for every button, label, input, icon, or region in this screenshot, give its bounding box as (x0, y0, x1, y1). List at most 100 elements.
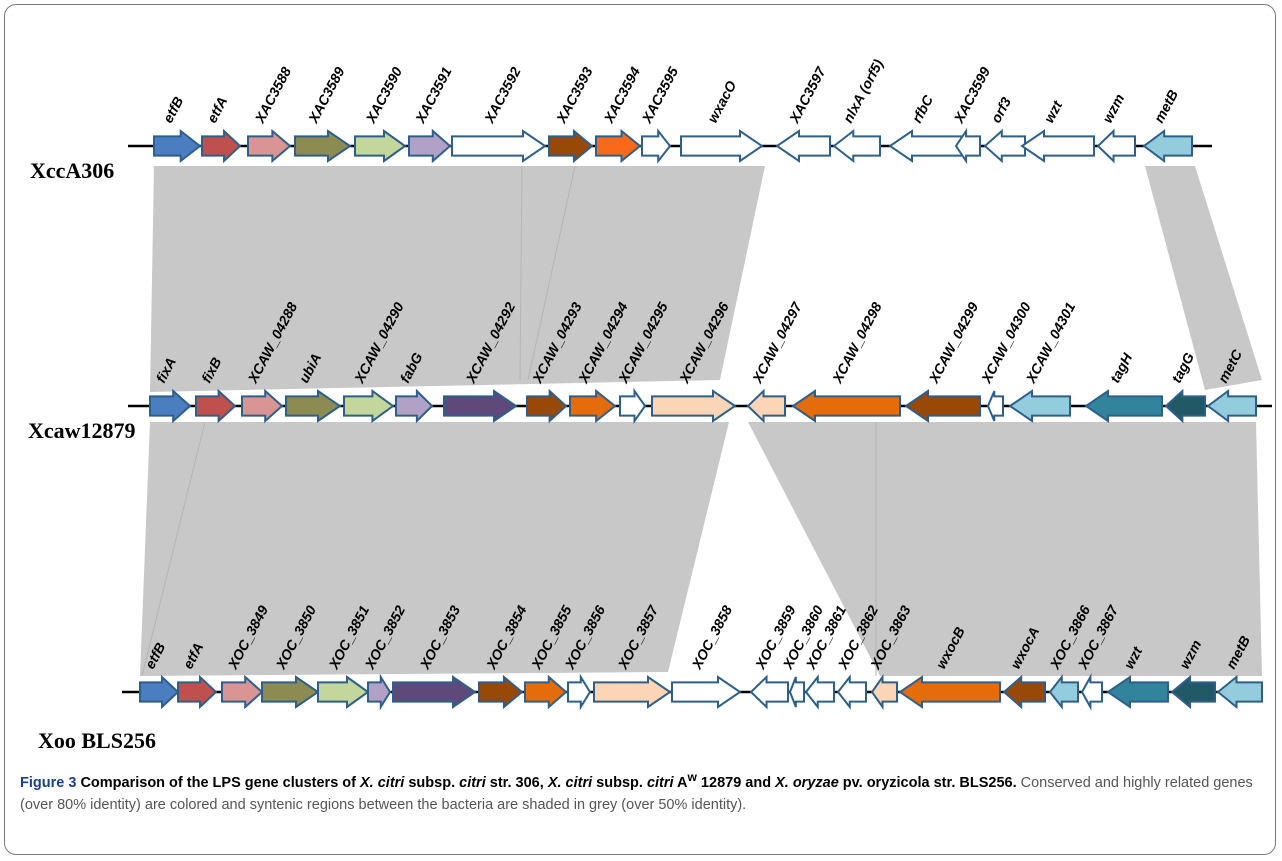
gene-arrow (1002, 674, 1046, 710)
gene-arrow (593, 675, 672, 709)
track: XccA306 etfB etfA XAC3588 XAC3589 XAC3590 XAC3… (30, 56, 1212, 183)
gene-arrow (317, 675, 370, 709)
gene-label: etfB (160, 94, 187, 126)
gene-arrow (408, 128, 452, 164)
gene-arrow (149, 388, 192, 424)
gene-arrow (526, 388, 568, 424)
gene-arrow (139, 674, 180, 710)
gene-label: XAC3590 (362, 64, 405, 126)
gene-arrow (986, 390, 1004, 422)
gene-arrow (983, 128, 1026, 164)
gene-arrow (395, 388, 434, 424)
gene-arrow (285, 389, 342, 423)
gene-arrow (443, 389, 518, 423)
gene-label: XCAW_04299 (925, 299, 981, 386)
caption-title-part: subsp. (404, 774, 460, 791)
gene-arrow (1048, 674, 1079, 710)
synteny-divider (519, 165, 523, 381)
gene-label: XAC3595 (638, 64, 681, 126)
gene-arrow (1164, 388, 1206, 424)
gene-arrow (177, 674, 218, 710)
gene-arrow (343, 389, 395, 423)
gene-arrow (619, 387, 647, 425)
gene-label: XCAW_04298 (829, 299, 885, 386)
gene-arrow (788, 676, 805, 708)
gene-arrow (1020, 129, 1095, 163)
gene-arrow (478, 674, 524, 710)
figure-label: Figure 3 (20, 774, 77, 791)
gene-arrow (294, 129, 352, 163)
gene-arrow (524, 674, 568, 710)
caption-title-part: pv. oryzicola str. BLS256. (838, 774, 1017, 791)
gene-arrow (832, 128, 881, 164)
gene-label: wxacO (704, 78, 739, 125)
strain-label: Xoo BLS256 (38, 728, 156, 753)
gene-arrow (1206, 389, 1257, 423)
gene-label: rfbC (909, 92, 937, 126)
strain-label: XccA306 (30, 158, 114, 183)
gene-label: XOC_3858 (688, 603, 735, 673)
gene-label: XAC3597 (786, 63, 830, 126)
gene-arrow (749, 674, 789, 710)
caption-title-part: subsp. (592, 774, 647, 791)
gene-arrow (1080, 673, 1103, 711)
caption-title-part: 12879 and (696, 774, 776, 791)
gene-arrow (1142, 129, 1193, 163)
caption-title-part: X. citri (547, 774, 593, 791)
gene-arrow (1106, 675, 1169, 709)
strain-label: Xcaw12879 (28, 418, 136, 443)
gene-arrow (671, 675, 742, 709)
caption-title-part: citri (646, 774, 674, 791)
gene-arrow (451, 129, 547, 163)
gene-arrow (201, 128, 242, 164)
gene-arrow (775, 129, 831, 163)
gene-arrow (641, 128, 672, 164)
gene-label: tagH (1107, 350, 1136, 386)
gene-cluster-diagram: XccA306 etfB etfA XAC3588 XAC3589 XAC3590 XAC3… (28, 56, 1272, 753)
gene-arrow (904, 389, 981, 423)
caption-title-part: w (687, 770, 697, 784)
gene-label: XAC3589 (305, 64, 348, 126)
gene-arrow (392, 675, 477, 709)
gene-label: XAC3588 (251, 64, 294, 126)
caption-title-part: str. 306, (485, 774, 548, 791)
gene-arrow (153, 128, 202, 164)
caption-body: Conserved and highly related genes (over… (20, 774, 1253, 813)
gene-arrow (651, 389, 737, 423)
gene-arrow (247, 128, 292, 164)
gene-label: XAC3593 (553, 64, 596, 126)
gene-arrow (836, 674, 867, 710)
gene-arrow (898, 675, 1001, 709)
caption-title-part: citri (459, 774, 486, 791)
gene-label: tagG (1168, 350, 1197, 386)
gene-label: XAC3592 (481, 64, 524, 126)
caption-title-part: Comparison of the LPS gene clusters of (80, 774, 361, 791)
gene-label: orf3 (988, 94, 1015, 125)
gene-arrow (221, 674, 264, 710)
gene-arrow (354, 129, 407, 163)
gene-label: XAC3599 (950, 64, 993, 126)
gene-arrow (548, 128, 594, 164)
figure-frame (4, 4, 1276, 855)
gene-arrow (241, 388, 284, 424)
synteny-divider (141, 421, 206, 677)
gene-arrow (367, 673, 392, 711)
gene-label: metB (1151, 87, 1182, 125)
gene-arrow (567, 673, 592, 711)
caption-title: Comparison of the LPS gene clusters of X… (80, 770, 1017, 791)
gene-arrow (1170, 674, 1216, 710)
gene-arrow (261, 675, 320, 709)
gene-arrow (680, 129, 764, 163)
gene-arrow (1216, 674, 1263, 710)
gene-arrow (1096, 128, 1136, 164)
synteny-region (150, 166, 765, 392)
synteny-region (1145, 166, 1262, 390)
caption-title-part: X. oryzae (775, 774, 839, 791)
gene-arrow (1084, 389, 1163, 423)
gene-arrow (569, 388, 617, 424)
gene-arrow (195, 388, 237, 424)
gene-label: etfA (204, 94, 231, 126)
gene-arrow (954, 127, 981, 165)
gene-label: nlxA (orf5) (840, 56, 887, 125)
gene-label: XAC3594 (600, 64, 643, 126)
